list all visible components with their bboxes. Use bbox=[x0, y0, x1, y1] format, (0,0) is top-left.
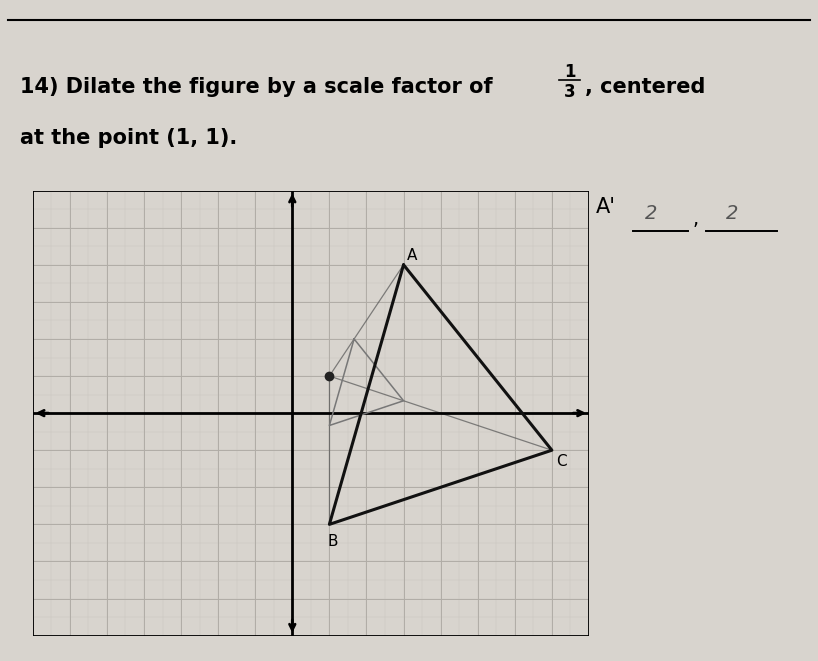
Text: B: B bbox=[327, 533, 338, 549]
Text: 14) Dilate the figure by a scale factor of: 14) Dilate the figure by a scale factor … bbox=[20, 77, 492, 97]
Text: ,: , bbox=[693, 210, 699, 229]
Text: 2: 2 bbox=[726, 204, 739, 223]
Text: A': A' bbox=[596, 197, 616, 217]
Text: A: A bbox=[407, 248, 418, 263]
Text: 1: 1 bbox=[564, 63, 575, 81]
Text: , centered: , centered bbox=[586, 77, 706, 97]
Text: C: C bbox=[556, 454, 567, 469]
Text: at the point (1, 1).: at the point (1, 1). bbox=[20, 128, 237, 148]
Text: 2: 2 bbox=[645, 204, 657, 223]
Text: 3: 3 bbox=[564, 83, 576, 101]
